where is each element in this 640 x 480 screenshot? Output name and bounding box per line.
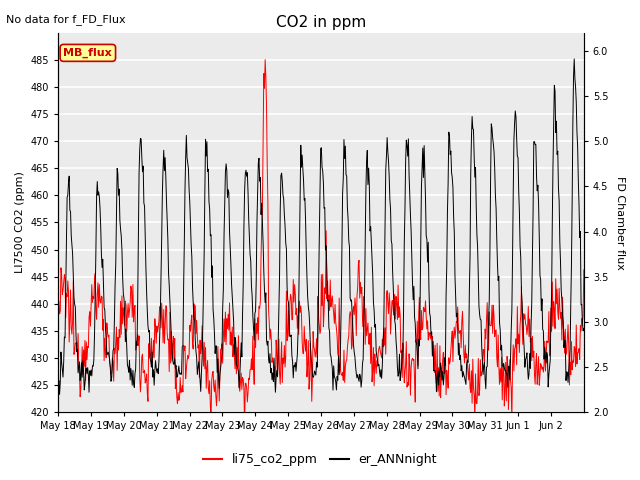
Y-axis label: FD Chamber flux: FD Chamber flux xyxy=(615,176,625,269)
Y-axis label: LI7500 CO2 (ppm): LI7500 CO2 (ppm) xyxy=(15,171,25,274)
Text: No data for f_FD_Flux: No data for f_FD_Flux xyxy=(6,14,126,25)
Legend: li75_co2_ppm, er_ANNnight: li75_co2_ppm, er_ANNnight xyxy=(198,448,442,471)
Text: MB_flux: MB_flux xyxy=(63,48,112,58)
Title: CO2 in ppm: CO2 in ppm xyxy=(276,15,366,30)
